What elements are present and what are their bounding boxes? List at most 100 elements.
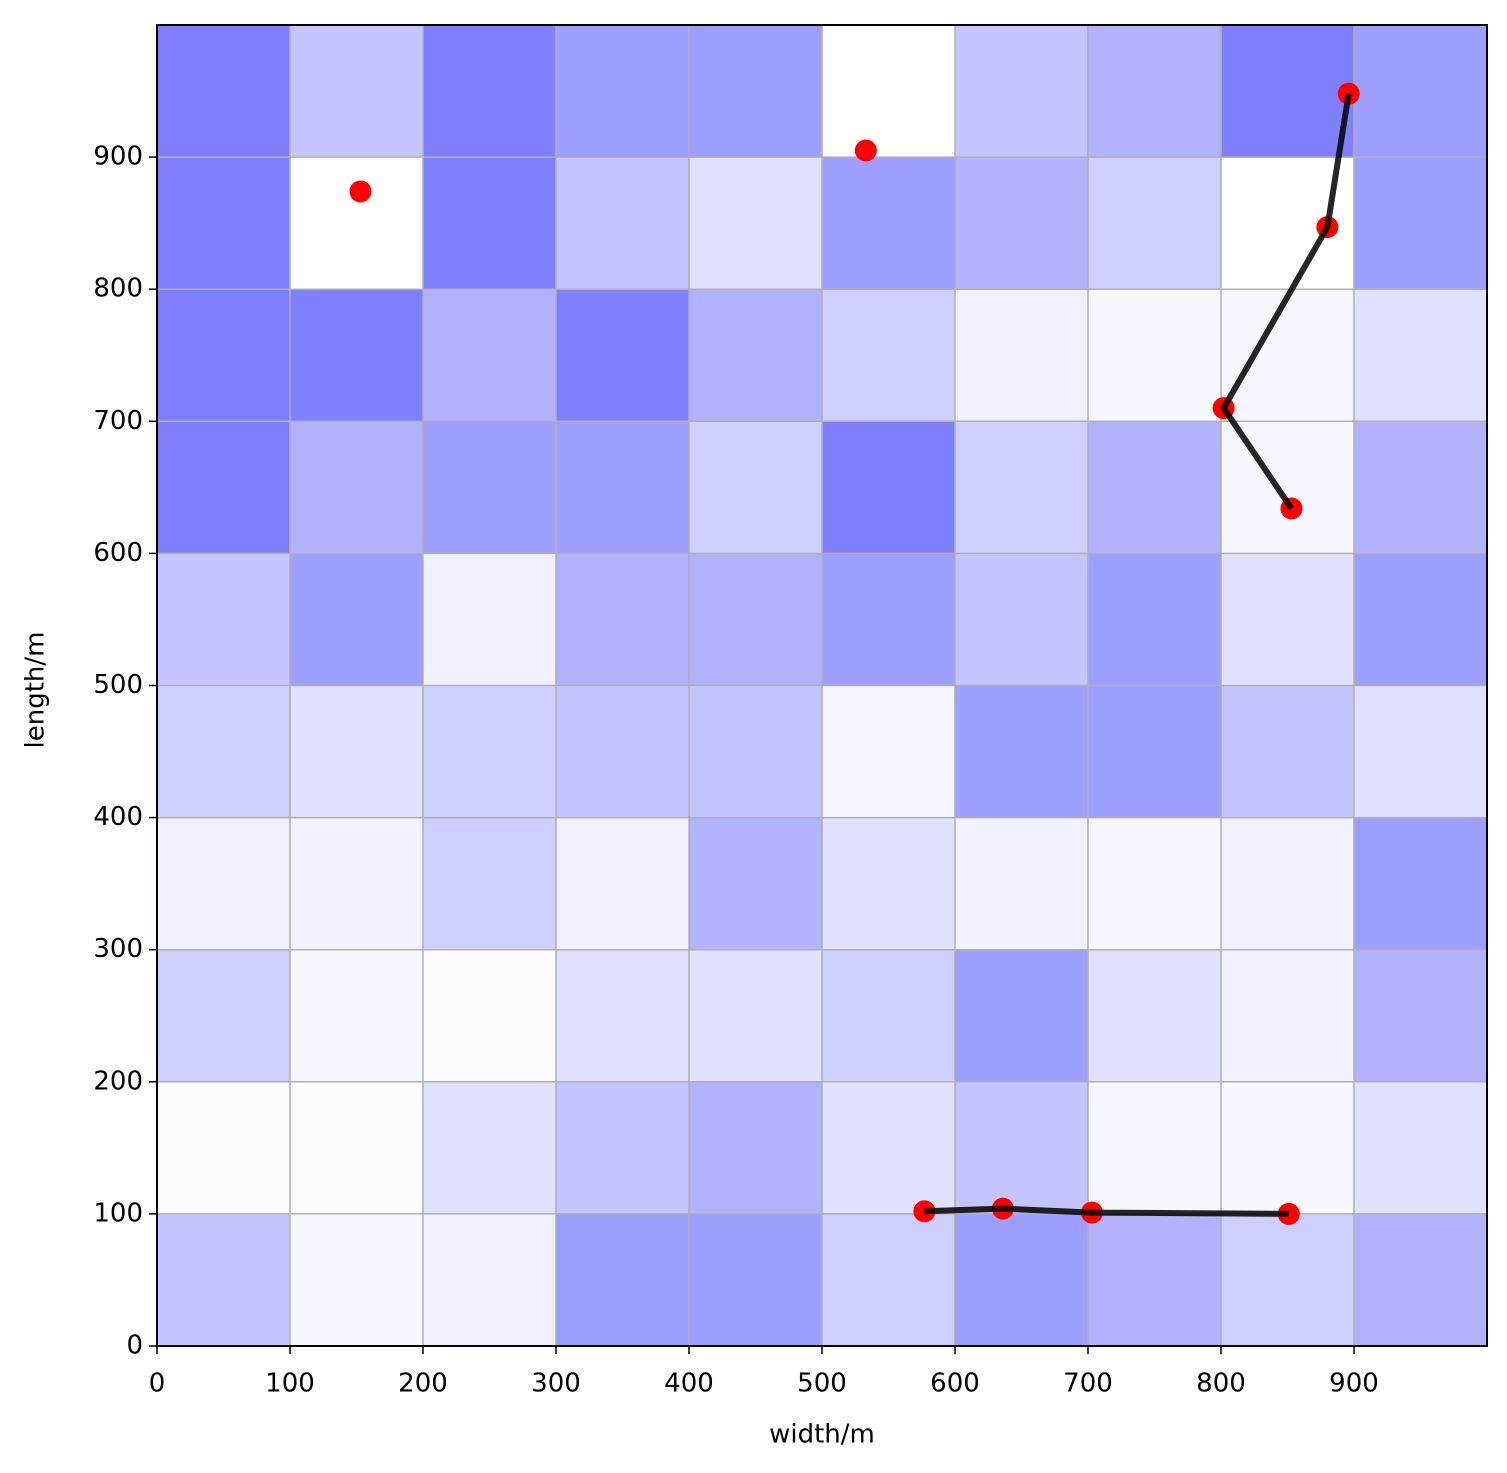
x-tick-label: 700 [1063, 1369, 1113, 1399]
heat-cell [556, 553, 689, 686]
heat-cell [1354, 421, 1487, 554]
heat-cell [556, 949, 689, 1082]
heat-cell [822, 421, 955, 554]
path-line [924, 1205, 1289, 1217]
heat-cell [1221, 1082, 1354, 1214]
y-tick-label: 300 [93, 934, 143, 964]
heat-cell [290, 817, 423, 950]
heat-cell [955, 817, 1088, 950]
heat-cell [556, 1081, 689, 1214]
heat-cell [1354, 1213, 1487, 1346]
heat-cell [822, 553, 955, 686]
heat-cell [556, 289, 689, 422]
heat-cell [1221, 553, 1354, 686]
heat-cell [423, 421, 556, 554]
heat-cell [822, 1081, 955, 1214]
heat-cell [822, 157, 955, 290]
heat-cell [689, 157, 822, 290]
y-tick-label: 500 [93, 670, 143, 700]
heat-cell [423, 1213, 556, 1346]
heat-cell [423, 25, 556, 158]
heat-cell [1088, 553, 1221, 686]
y-tick-label: 900 [93, 142, 143, 172]
heat-cell [1088, 289, 1221, 421]
heat-cell [556, 421, 689, 554]
heat-cell [955, 1081, 1088, 1214]
heat-cell [822, 686, 955, 818]
y-tick-label: 0 [126, 1331, 143, 1361]
heat-cell [955, 289, 1088, 422]
heat-cell [290, 1214, 423, 1346]
heat-cell [689, 25, 822, 158]
heat-cell [955, 25, 1088, 158]
heat-cell [689, 949, 822, 1082]
heat-cell [1088, 818, 1221, 950]
heat-cell [822, 289, 955, 422]
heat-cell [1354, 817, 1487, 950]
heat-cell [290, 289, 423, 422]
heat-cell [1221, 289, 1354, 421]
x-tick-label: 300 [531, 1369, 581, 1399]
heat-cell [157, 949, 290, 1082]
heat-cell [1354, 949, 1487, 1082]
heat-cell [1088, 1082, 1221, 1214]
heat-cell [822, 1213, 955, 1346]
heat-cell [1354, 289, 1487, 422]
heat-cell [157, 25, 290, 158]
heat-cell [689, 289, 822, 422]
heat-cell [1088, 949, 1221, 1082]
heat-cell [689, 1213, 822, 1346]
heat-cell [822, 817, 955, 950]
heat-cell [556, 817, 689, 950]
heat-cell [423, 950, 556, 1082]
heat-cell [423, 685, 556, 818]
heat-cell [1221, 421, 1354, 553]
x-tick-label: 200 [398, 1369, 448, 1399]
heat-cell [290, 421, 423, 554]
y-tick-label: 400 [93, 802, 143, 832]
heat-cell [423, 1081, 556, 1214]
heat-cell [689, 817, 822, 950]
heat-cell [423, 289, 556, 422]
heat-cell [556, 157, 689, 290]
heat-cell [157, 289, 290, 422]
x-tick-label: 600 [930, 1369, 980, 1399]
heat-cell [556, 1213, 689, 1346]
heat-cell [955, 685, 1088, 818]
heat-cell [157, 817, 290, 950]
x-tick-label: 400 [664, 1369, 714, 1399]
heat-cell [157, 1213, 290, 1346]
heat-cell [157, 553, 290, 686]
heat-cell [1088, 685, 1221, 818]
heat-cell [955, 421, 1088, 554]
x-tick-label: 100 [265, 1369, 315, 1399]
heat-cell [955, 949, 1088, 1082]
heat-cell [1221, 1213, 1354, 1346]
path-line [1220, 93, 1352, 511]
x-tick-label: 800 [1196, 1369, 1246, 1399]
heat-cell [290, 1082, 423, 1214]
y-tick-label: 700 [93, 406, 143, 436]
heat-cell [290, 553, 423, 686]
heat-cell [689, 421, 822, 554]
heat-cell [290, 685, 423, 818]
x-tick-label: 900 [1329, 1369, 1379, 1399]
heat-cell [955, 157, 1088, 290]
heat-cell [423, 157, 556, 290]
heat-cell [556, 685, 689, 818]
heat-cell [1354, 157, 1487, 290]
heat-cell [955, 1213, 1088, 1346]
heat-cell [1354, 1081, 1487, 1214]
heat-cell [290, 950, 423, 1082]
heat-cell [955, 553, 1088, 686]
heat-cell [1354, 685, 1487, 818]
heat-cell [1088, 25, 1221, 158]
heat-cell [1221, 949, 1354, 1082]
heat-cell [157, 157, 290, 290]
y-axis-label: length/m [21, 632, 51, 749]
heat-cell [290, 157, 423, 289]
plot-frame [156, 24, 1488, 1347]
heat-cell [423, 817, 556, 950]
